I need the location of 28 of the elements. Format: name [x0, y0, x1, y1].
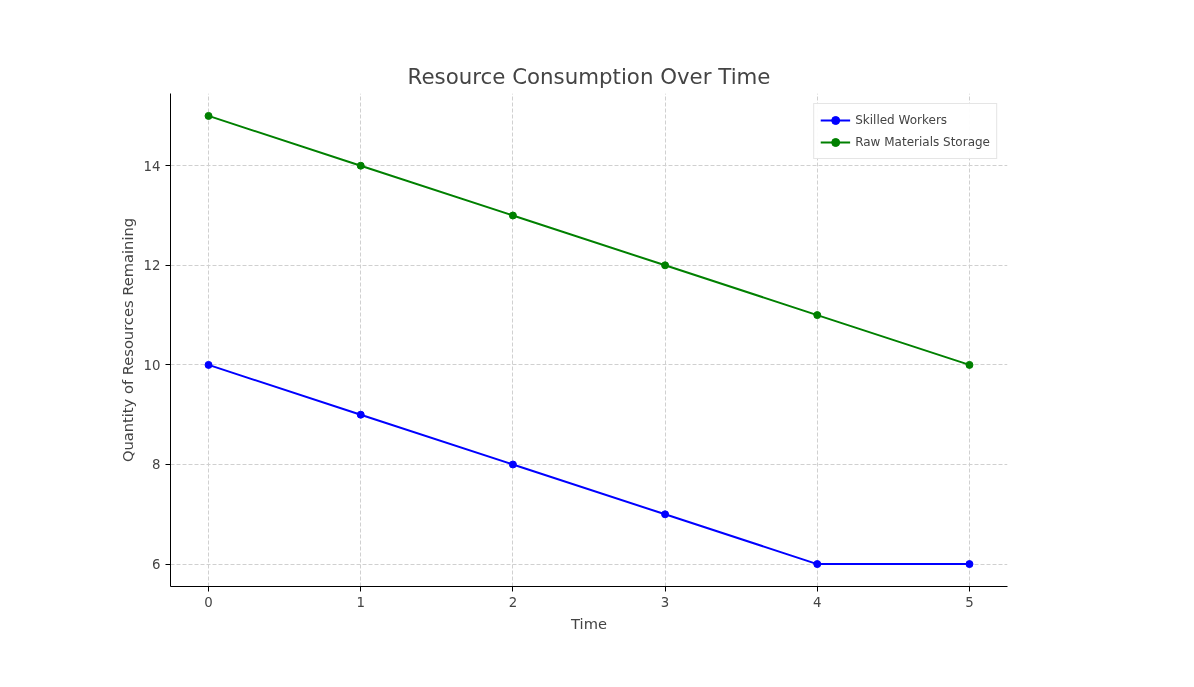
x-tick-label: 5: [965, 594, 974, 610]
point: [508, 460, 517, 469]
point: [965, 360, 974, 369]
legend-label: Skilled Workers: [855, 113, 948, 127]
legend-label: Raw Materials Storage: [855, 135, 990, 149]
x-tick-label: 2: [508, 594, 518, 610]
point: [204, 360, 213, 369]
x-tick-label: 0: [204, 594, 213, 610]
point: [356, 410, 365, 419]
y-tick-label: 12: [143, 258, 161, 274]
point: [813, 560, 822, 569]
y-tick-label: 6: [152, 557, 161, 573]
x-tick-label: 4: [813, 594, 822, 610]
chart-title: Resource Consumption Over Time: [407, 63, 771, 89]
y-tick-label: 14: [143, 158, 161, 174]
x-tick-label: 3: [660, 594, 670, 610]
x-axis-title: Time: [570, 614, 607, 632]
point: [661, 261, 670, 270]
point: [965, 560, 974, 569]
y-tick-label: 10: [143, 357, 161, 373]
point: [204, 111, 213, 120]
y-tick-label: 8: [152, 457, 161, 473]
point: [356, 161, 365, 170]
y-axis-title: Quantity of Resources Remaining: [118, 217, 136, 463]
point: [661, 510, 670, 519]
x-tick-label: 1: [356, 594, 365, 610]
point: [813, 311, 822, 320]
point: [508, 211, 517, 220]
